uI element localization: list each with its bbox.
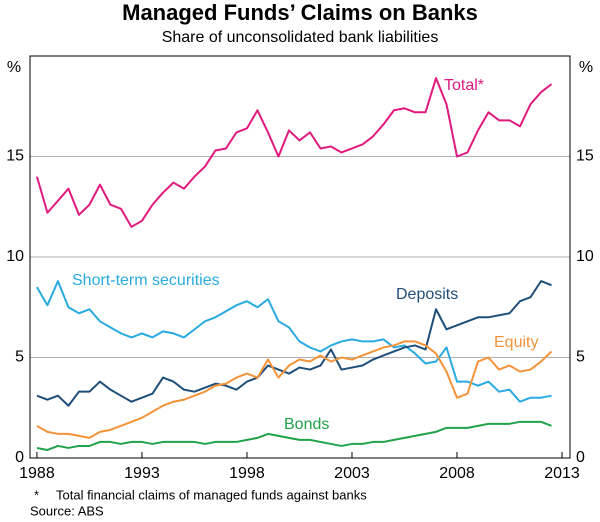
x-tick-label: 1993	[124, 465, 160, 482]
chart-title: Managed Funds’ Claims on Banks	[122, 0, 478, 25]
chart-subtitle: Share of unconsolidated bank liabilities	[162, 29, 439, 46]
x-tick-label: 2008	[439, 465, 475, 482]
y-unit-right: %	[579, 59, 593, 76]
y-tick-label: 5	[15, 349, 24, 366]
plot-frame	[29, 55, 571, 459]
x-tick-label: 2003	[334, 465, 370, 482]
source: Source: ABS	[30, 503, 104, 518]
series-label: Bonds	[284, 416, 329, 433]
y-tick-label: 0	[15, 449, 24, 466]
footnote-marker: *	[34, 487, 39, 502]
series-line	[35, 77, 553, 228]
y-unit-left: %	[7, 59, 21, 76]
series-label: Deposits	[396, 286, 458, 303]
y-tick-label-right: 10	[576, 248, 594, 265]
footnote: Total financial claims of managed funds …	[56, 487, 367, 502]
series-label: Equity	[494, 334, 538, 351]
y-tick-label-right: 5	[576, 349, 585, 366]
series-label: Short-term securities	[72, 272, 220, 289]
series-line	[36, 420, 552, 451]
series-line	[36, 280, 552, 407]
y-tick-label: 10	[6, 248, 24, 265]
x-tick-label: 2013	[544, 465, 580, 482]
series-line	[36, 280, 552, 403]
series-line	[36, 340, 553, 439]
y-tick-label: 15	[6, 148, 24, 165]
x-tick-label: 1998	[229, 465, 265, 482]
y-tick-label-right: 15	[576, 148, 594, 165]
x-tick-label: 1988	[19, 465, 55, 482]
y-tick-label-right: 0	[576, 449, 585, 466]
series-label: Total*	[444, 77, 484, 94]
